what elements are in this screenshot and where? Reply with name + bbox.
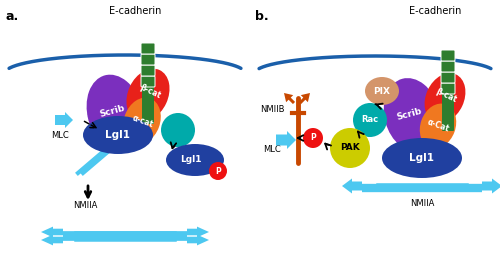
FancyBboxPatch shape [142,85,154,124]
Text: NMIIA: NMIIA [73,200,98,210]
FancyBboxPatch shape [141,65,155,76]
Text: NMIIA: NMIIA [410,198,434,207]
FancyArrow shape [482,178,500,193]
Text: Lgl1: Lgl1 [180,155,202,163]
Ellipse shape [420,104,456,148]
FancyArrow shape [299,93,310,104]
FancyArrow shape [55,112,73,128]
Ellipse shape [126,69,170,121]
Ellipse shape [424,73,466,123]
Text: Lgl1: Lgl1 [106,130,130,140]
Text: Scrib: Scrib [396,106,422,122]
Ellipse shape [166,144,224,176]
FancyBboxPatch shape [441,61,455,72]
Text: Rac: Rac [362,115,378,125]
Text: P: P [215,167,221,175]
Ellipse shape [382,138,462,178]
Ellipse shape [365,77,399,105]
Circle shape [161,113,195,147]
FancyBboxPatch shape [441,50,455,61]
FancyBboxPatch shape [141,76,155,87]
Circle shape [303,128,323,148]
Text: β-cat: β-cat [138,83,162,101]
FancyArrow shape [342,178,362,193]
Text: PIX: PIX [374,86,390,96]
Text: α-cat: α-cat [131,113,155,129]
Text: E-cadherin: E-cadherin [109,6,161,16]
Text: E-cadherin: E-cadherin [409,6,461,16]
FancyArrow shape [276,131,296,149]
Text: MLC: MLC [51,131,69,140]
Circle shape [353,103,387,137]
Text: α-Cat: α-Cat [426,118,450,134]
Ellipse shape [123,98,161,144]
FancyBboxPatch shape [441,83,455,94]
Text: ?: ? [86,113,92,123]
FancyBboxPatch shape [141,43,155,54]
Text: Lgl1: Lgl1 [410,153,434,163]
Circle shape [209,162,227,180]
Ellipse shape [86,75,144,151]
FancyArrow shape [41,235,63,245]
Text: a.: a. [5,10,18,23]
Ellipse shape [384,78,440,152]
Text: β-cat: β-cat [434,87,458,105]
Text: NMIIB: NMIIB [260,105,284,115]
Text: P: P [310,133,316,143]
Text: Scrib: Scrib [98,103,126,119]
Ellipse shape [83,116,153,154]
Text: b.: b. [255,10,268,23]
Circle shape [330,128,370,168]
FancyArrow shape [187,227,209,237]
FancyBboxPatch shape [141,54,155,65]
Text: PAK: PAK [340,143,360,153]
FancyArrow shape [284,93,295,104]
Text: MLC: MLC [263,145,281,155]
FancyBboxPatch shape [441,72,455,83]
FancyArrow shape [41,227,63,237]
FancyBboxPatch shape [442,92,454,131]
FancyArrow shape [187,235,209,245]
